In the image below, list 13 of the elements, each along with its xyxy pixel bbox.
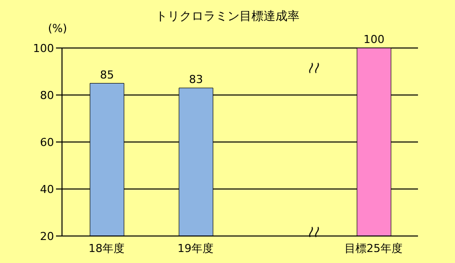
y-tick-label: 60 [40,136,54,149]
x-tick-label: 19年度 [178,242,214,255]
x-tick-label: 18年度 [88,242,124,255]
chart-title: トリクロラミン目標達成率 [156,9,300,23]
y-axis-title: (%) [48,22,68,35]
data-label: 100 [364,33,384,46]
y-tick-label: 80 [40,88,54,102]
y-tick-label: 20 [40,230,54,243]
y-tick-label: 100 [33,42,54,55]
x-tick-label: 目標25年度 [344,242,402,255]
data-label: 83 [189,72,203,86]
y-tick-label: 40 [40,182,54,196]
data-label: 85 [100,68,114,82]
